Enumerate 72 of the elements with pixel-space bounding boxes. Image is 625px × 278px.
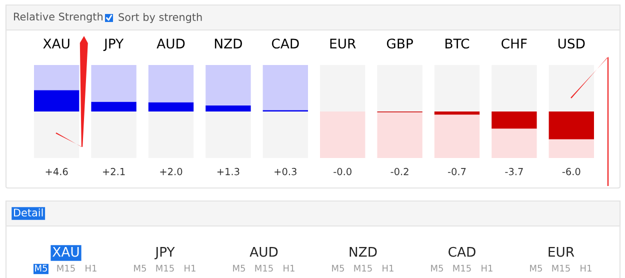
data-label: -6.0: [562, 168, 580, 176]
bar: [434, 65, 480, 112]
bar: [548, 139, 594, 158]
bar: [434, 114, 480, 158]
x-tick-label: NZD: [214, 38, 242, 48]
text: H1: [284, 264, 294, 272]
text: CAD: [448, 246, 476, 257]
bar: [492, 65, 537, 112]
text: M15: [354, 264, 372, 272]
text: EUR: [548, 247, 574, 257]
bar: [206, 105, 251, 112]
bar: [148, 65, 194, 102]
data-label: -0.2: [390, 168, 408, 176]
bar: [262, 112, 308, 158]
bar: [91, 65, 136, 102]
text: JPY: [154, 247, 175, 260]
bar: [91, 102, 136, 112]
bar: [434, 112, 480, 115]
data-label: -0.0: [334, 168, 352, 176]
data-label: +4.6: [46, 168, 68, 176]
bar: [320, 65, 366, 112]
bar: [548, 112, 594, 140]
bar: [492, 112, 537, 129]
text: H1: [482, 264, 492, 272]
text: M5: [431, 264, 443, 272]
text: XAU: [52, 247, 79, 257]
text: H1: [184, 264, 196, 272]
chart-title: Relative Strength: [14, 12, 102, 23]
text: M5: [35, 264, 47, 272]
text: M15: [156, 264, 174, 272]
bar: [377, 112, 422, 158]
data-label: +0.3: [274, 168, 296, 176]
text: H1: [382, 264, 394, 272]
text: M15: [57, 264, 75, 272]
bar: [320, 112, 366, 158]
bar: [34, 65, 80, 90]
bar: [206, 65, 251, 106]
text: M5: [233, 264, 245, 272]
data-label: +2.1: [103, 168, 125, 176]
text: M15: [552, 264, 570, 272]
x-tick-label: CHF: [502, 38, 527, 49]
bar: [34, 90, 80, 112]
bar: [148, 102, 194, 112]
bar: [91, 112, 136, 158]
x-tick-label: USD: [558, 38, 585, 49]
text: M5: [134, 264, 146, 272]
bar: [377, 65, 422, 112]
text: M15: [255, 264, 273, 272]
data-label: +1.3: [217, 168, 240, 176]
x-tick-label: EUR: [330, 38, 356, 49]
data-label: +2.0: [160, 168, 182, 176]
text: H1: [86, 264, 96, 272]
bar: [148, 112, 194, 158]
text: H1: [580, 264, 592, 272]
bar: [262, 65, 308, 110]
data-label: -0.7: [448, 168, 466, 176]
x-tick-label: BTC: [446, 38, 470, 49]
x-tick-label: GBP: [386, 38, 413, 49]
data-label: -3.7: [505, 168, 523, 176]
x-tick-label: XAU: [43, 38, 70, 49]
text: M5: [530, 264, 542, 272]
x-tick-label: CAD: [272, 38, 299, 49]
text: Detail: [14, 208, 43, 217]
text: NZD: [350, 247, 377, 257]
text: M5: [332, 264, 344, 272]
x-tick-label: AUD: [156, 38, 185, 49]
text: AUD: [250, 247, 278, 257]
text: M15: [453, 264, 471, 272]
bar: [492, 128, 537, 158]
x-tick-label: JPY: [103, 38, 124, 52]
bar: [206, 112, 251, 158]
text: Sort by strength: [118, 12, 202, 24]
